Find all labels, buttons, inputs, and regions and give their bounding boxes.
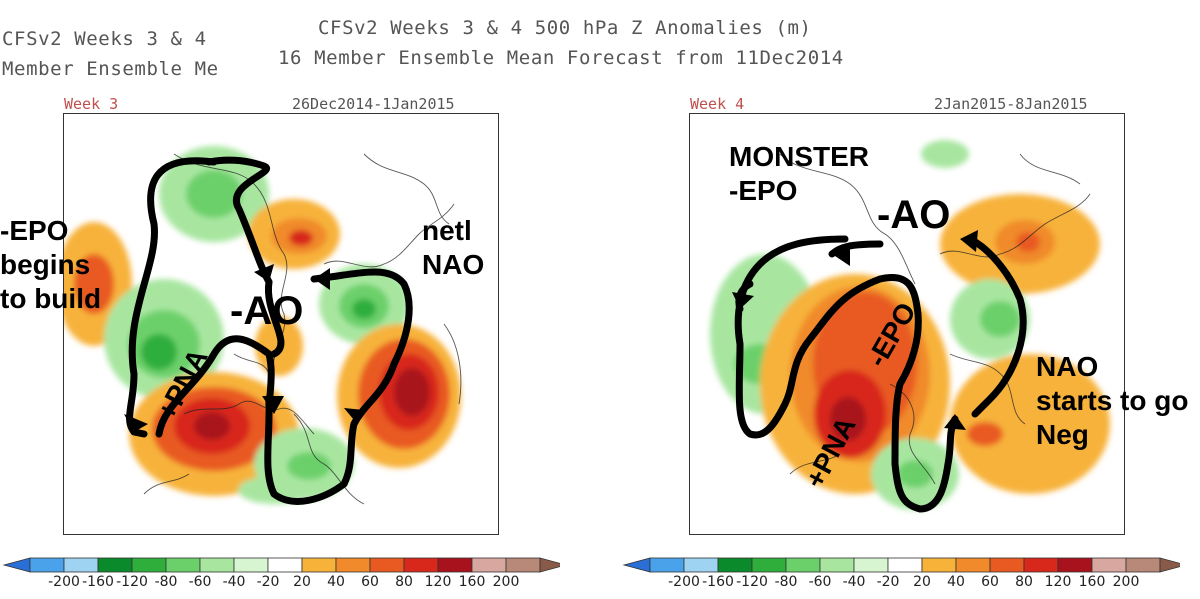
colorbar-tick-label: 60 xyxy=(361,574,379,590)
week4-monster-epo-annotation: MONSTER -EPO xyxy=(729,141,869,206)
colorbar-segment xyxy=(165,557,201,573)
week3-epo-annotation: -EPO begins to build xyxy=(0,215,102,314)
colorbar-segment xyxy=(989,557,1025,573)
week3-ao-annotation: -AO xyxy=(230,289,304,333)
week4-date-range: 2Jan2015-8Jan2015 xyxy=(934,95,1088,113)
colorbar-right xyxy=(622,557,1180,573)
colorbar-segment xyxy=(887,557,923,573)
colorbar-tick-label: -160 xyxy=(702,574,734,590)
colorbar-tick-label: 160 xyxy=(1078,574,1106,590)
week3-map xyxy=(63,113,499,535)
colorbar-tick-label: -40 xyxy=(842,574,866,590)
colorbar-segment xyxy=(819,557,855,573)
colorbar-tick-label: 60 xyxy=(981,574,999,590)
colorbar-tick-label: -120 xyxy=(736,574,768,590)
colorbar-segment xyxy=(853,557,889,573)
colorbar-tick-label: -20 xyxy=(876,574,900,590)
main-title: CFSv2 Weeks 3 & 4 500 hPa Z Anomalies (m… xyxy=(318,17,812,39)
colorbar-tick-label: -200 xyxy=(668,574,700,590)
colorbar-tick-label: -20 xyxy=(256,574,280,590)
week4-anomaly-map xyxy=(710,140,1110,513)
ghost-title-line2: Member Ensemble Me xyxy=(2,58,219,80)
colorbar-tick-label: 120 xyxy=(1044,574,1072,590)
week4-map xyxy=(689,113,1125,535)
colorbar-segment xyxy=(437,557,473,573)
colorbar-arrow-low xyxy=(622,557,651,573)
ghost-title-line1: CFSv2 Weeks 3 & 4 xyxy=(2,28,207,50)
colorbar-segment xyxy=(683,557,719,573)
colorbar-tick-label: -60 xyxy=(188,574,212,590)
colorbar-tick-label: -160 xyxy=(82,574,114,590)
colorbar-segment xyxy=(131,557,167,573)
colorbar-segment xyxy=(301,557,337,573)
week3-nao-annotation: netl NAO xyxy=(422,215,485,280)
colorbar-tick-label: -40 xyxy=(222,574,246,590)
week4-label: Week 4 xyxy=(690,95,745,113)
colorbar-tick-label: 40 xyxy=(327,574,345,590)
colorbar-segment xyxy=(29,557,65,573)
colorbar-segment xyxy=(233,557,269,573)
colorbar-tick-label: 200 xyxy=(492,574,520,590)
colorbar-segment xyxy=(751,557,787,573)
colorbar-segment xyxy=(955,557,991,573)
colorbar-tick-label: -80 xyxy=(154,574,178,590)
colorbar-segment xyxy=(1023,557,1059,573)
colorbar-tick-label: 80 xyxy=(395,574,413,590)
colorbar-tick-label: -80 xyxy=(774,574,798,590)
week4-nao-annotation: NAO starts to go Neg xyxy=(1036,351,1189,450)
colorbar-segment xyxy=(403,557,439,573)
week3-date-range: 26Dec2014-1Jan2015 xyxy=(292,95,455,113)
colorbar-segment xyxy=(717,557,753,573)
colorbar-tick-label: 20 xyxy=(293,574,311,590)
colorbar-segment xyxy=(505,557,541,573)
colorbar-segment xyxy=(1057,557,1093,573)
colorbar-tick-label: -200 xyxy=(48,574,80,590)
colorbar-segment xyxy=(921,557,957,573)
week3-label: Week 3 xyxy=(64,95,119,113)
week4-ao-annotation: -AO xyxy=(877,193,951,237)
colorbar-arrow-high xyxy=(539,557,560,573)
colorbar-tick-label: 160 xyxy=(458,574,486,590)
colorbar-segment xyxy=(335,557,371,573)
colorbar-tick-label: 120 xyxy=(424,574,452,590)
colorbar-segment xyxy=(785,557,821,573)
colorbar-tick-label: 200 xyxy=(1112,574,1140,590)
colorbar-segment xyxy=(199,557,235,573)
colorbar-left xyxy=(2,557,560,573)
colorbar-segment xyxy=(649,557,685,573)
colorbar-tick-label: -120 xyxy=(116,574,148,590)
colorbar-tick-label: -60 xyxy=(808,574,832,590)
colorbar-segment xyxy=(1125,557,1161,573)
colorbar-segment xyxy=(369,557,405,573)
colorbar-segment xyxy=(267,557,303,573)
subtitle: 16 Member Ensemble Mean Forecast from 11… xyxy=(278,47,844,69)
colorbar-arrow-low xyxy=(2,557,31,573)
colorbar-segment xyxy=(63,557,99,573)
colorbar-tick-label: 20 xyxy=(913,574,931,590)
week3-anomaly-map xyxy=(64,146,462,505)
colorbar-segment xyxy=(97,557,133,573)
colorbar-tick-label: 40 xyxy=(947,574,965,590)
colorbar-segment xyxy=(1091,557,1127,573)
colorbar-tick-label: 80 xyxy=(1015,574,1033,590)
colorbar-segment xyxy=(471,557,507,573)
colorbar-arrow-high xyxy=(1159,557,1180,573)
